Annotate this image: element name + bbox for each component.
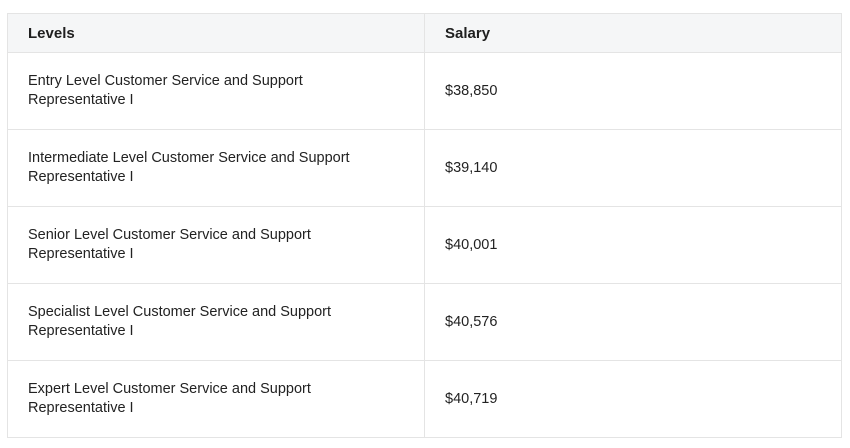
table-header: Levels Salary [7, 13, 842, 53]
salary-table: Levels Salary Entry Level Customer Servi… [7, 13, 842, 438]
header-levels: Levels [7, 13, 425, 53]
level-text: Expert Level Customer Service and Suppor… [28, 381, 311, 416]
table-row: Senior Level Customer Service and Suppor… [7, 206, 842, 284]
level-cell: Intermediate Level Customer Service and … [7, 129, 425, 207]
level-cell: Entry Level Customer Service and Support… [7, 52, 425, 130]
level-text: Entry Level Customer Service and Support… [28, 73, 303, 108]
salary-cell: $40,001 [424, 206, 842, 284]
salary-cell: $38,850 [424, 52, 842, 130]
table-row: Specialist Level Customer Service and Su… [7, 283, 842, 361]
table-row: Expert Level Customer Service and Suppor… [7, 360, 842, 438]
level-cell: Senior Level Customer Service and Suppor… [7, 206, 425, 284]
salary-table-container: Levels Salary Entry Level Customer Servi… [7, 13, 842, 438]
table-row: Intermediate Level Customer Service and … [7, 129, 842, 207]
header-salary: Salary [424, 13, 842, 53]
salary-cell: $40,576 [424, 283, 842, 361]
table-body: Entry Level Customer Service and Support… [7, 52, 842, 438]
level-text: Specialist Level Customer Service and Su… [28, 304, 332, 339]
salary-cell: $40,719 [424, 360, 842, 438]
level-cell: Specialist Level Customer Service and Su… [7, 283, 425, 361]
table-header-row: Levels Salary [7, 13, 842, 53]
level-text: Senior Level Customer Service and Suppor… [28, 227, 311, 262]
salary-cell: $39,140 [424, 129, 842, 207]
level-text: Intermediate Level Customer Service and … [28, 150, 350, 185]
level-cell: Expert Level Customer Service and Suppor… [7, 360, 425, 438]
table-row: Entry Level Customer Service and Support… [7, 52, 842, 130]
